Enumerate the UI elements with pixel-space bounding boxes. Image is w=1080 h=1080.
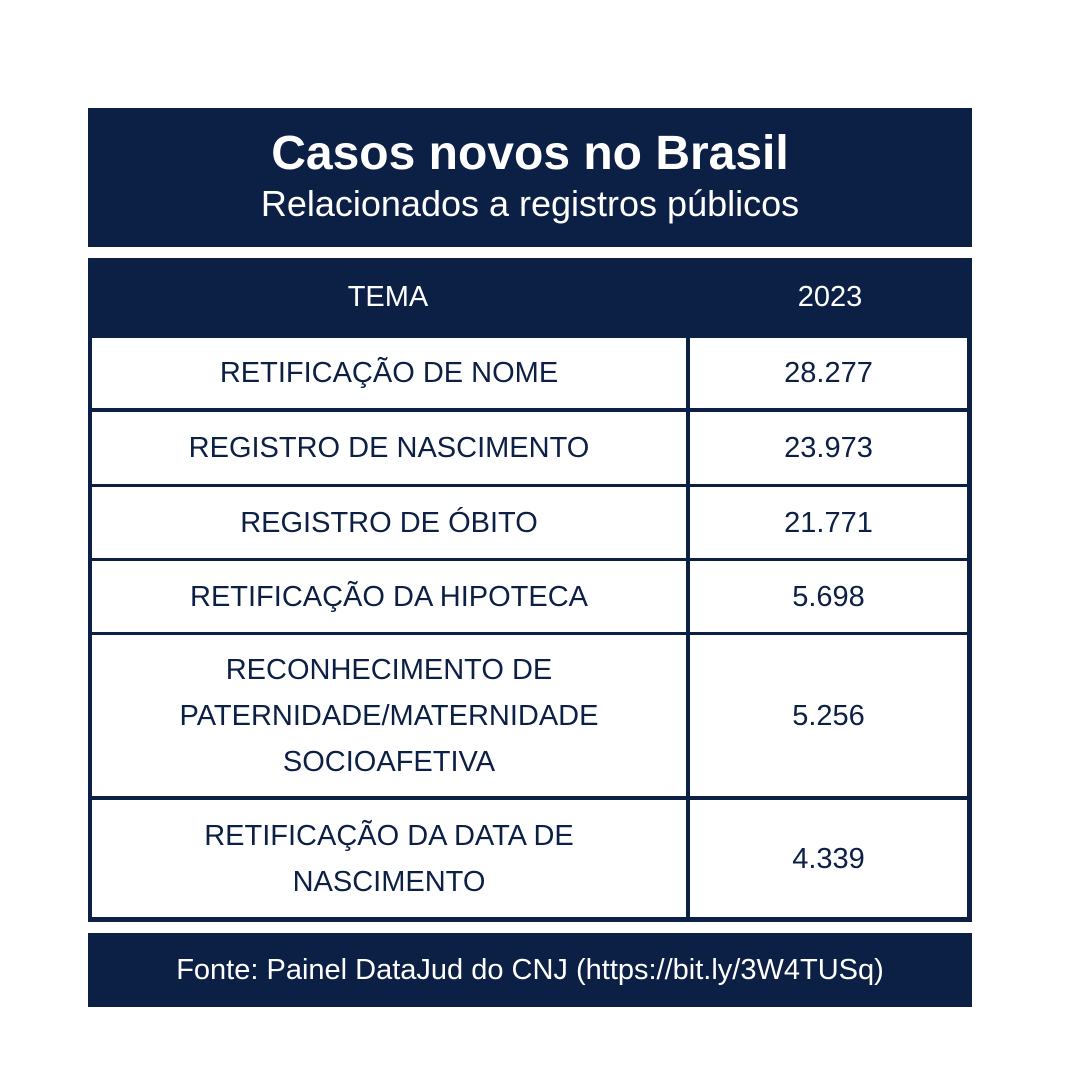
table-row: RECONHECIMENTO DE PATERNIDADE/MATERNIDAD… [88, 635, 972, 797]
row-tema: RECONHECIMENTO DE PATERNIDADE/MATERNIDAD… [92, 635, 686, 796]
row-tema: RETIFICAÇÃO DE NOME [92, 338, 686, 408]
header-tema: TEMA [347, 280, 429, 313]
row-value: 28.277 [690, 338, 967, 408]
table-row: REGISTRO DE NASCIMENTO 23.973 [88, 412, 972, 484]
row-value: 5.698 [690, 561, 967, 632]
table-header: TEMA 2023 [88, 258, 972, 336]
row-value: 21.771 [690, 487, 967, 558]
header-year: 2023 [797, 280, 863, 313]
table-row: RETIFICAÇÃO DE NOME 28.277 [88, 338, 972, 410]
source-footer: Fonte: Painel DataJud do CNJ (https://bi… [88, 933, 972, 1007]
table-subtitle: Relacionados a registros públicos [260, 183, 800, 224]
table-row: RETIFICAÇÃO DA DATA DE NASCIMENTO 4.339 [88, 800, 972, 918]
row-value: 23.973 [690, 412, 967, 484]
row-value: 4.339 [690, 800, 967, 917]
table-title: Casos novos no Brasil [271, 127, 789, 180]
table-row: REGISTRO DE ÓBITO 21.771 [88, 487, 972, 559]
data-table: TEMA 2023 RETIFICAÇÃO DE NOME 28.277 REG… [88, 258, 972, 922]
row-tema: REGISTRO DE NASCIMENTO [92, 412, 686, 484]
row-tema: REGISTRO DE ÓBITO [92, 487, 686, 558]
row-tema: RETIFICAÇÃO DA HIPOTECA [92, 561, 686, 632]
table-row: RETIFICAÇÃO DA HIPOTECA 5.698 [88, 561, 972, 633]
row-value: 5.256 [690, 635, 967, 796]
title-banner: Casos novos no Brasil Relacionados a reg… [88, 108, 972, 247]
row-tema: RETIFICAÇÃO DA DATA DE NASCIMENTO [92, 800, 686, 917]
